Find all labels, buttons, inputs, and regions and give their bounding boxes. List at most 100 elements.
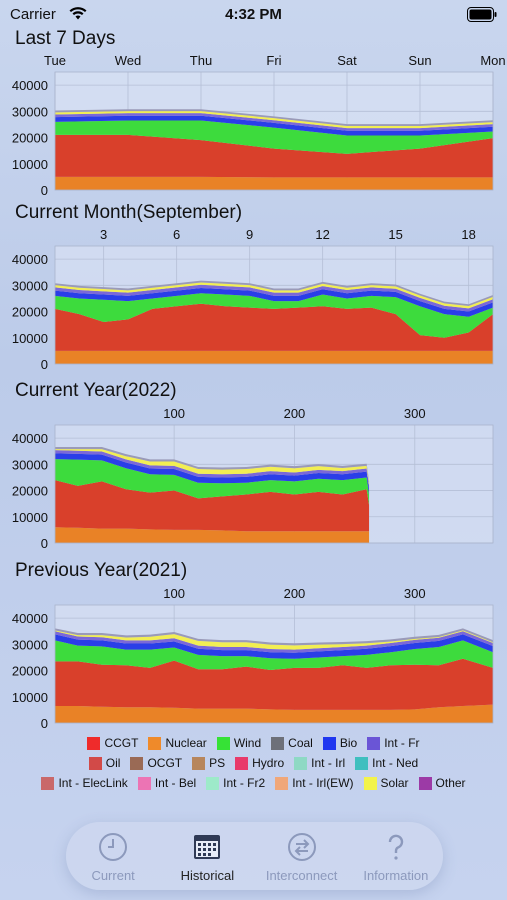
- section-title-previous-year: Previous Year(2021): [15, 560, 188, 581]
- area-series: [55, 113, 493, 131]
- legend-label: PS: [209, 756, 226, 770]
- x-tick-label: Wed: [115, 53, 142, 68]
- y-tick-label: 30000: [12, 637, 48, 652]
- x-tick-label: Tue: [44, 53, 66, 68]
- legend-swatch: [235, 756, 249, 770]
- x-tick-label: 15: [388, 227, 402, 242]
- area-series: [55, 303, 493, 351]
- tab-historical[interactable]: Historical: [163, 826, 251, 886]
- x-tick-label: 18: [461, 227, 475, 242]
- x-tick-label: 6: [173, 227, 180, 242]
- legend-label: Wind: [233, 736, 262, 750]
- legend-swatch: [192, 756, 206, 770]
- legend-item: Int - Ned: [355, 756, 418, 770]
- y-tick-label: 40000: [12, 431, 48, 446]
- legend-item: Int - Irl(EW): [275, 776, 354, 790]
- chart-current-year: 0 10000 20000 30000 40000 100 200 300: [12, 406, 494, 549]
- legend-item: PS: [192, 756, 225, 770]
- legend-swatch: [130, 756, 144, 770]
- legend-item: Bio: [322, 736, 358, 750]
- area-series: [55, 459, 370, 505]
- legend-label: Solar: [380, 776, 409, 790]
- area-series: [55, 704, 493, 723]
- legend-swatch: [148, 736, 162, 750]
- section-title-current-month: Current Month(September): [15, 202, 243, 223]
- area-series: [55, 284, 493, 312]
- area-series: [55, 280, 493, 307]
- legend-item: Wind: [216, 736, 262, 750]
- tab-interconnect[interactable]: Interconnect: [258, 826, 346, 886]
- area-series: [55, 527, 370, 543]
- x-tick-label: 3: [100, 227, 107, 242]
- y-tick-label: 20000: [12, 131, 48, 146]
- legend-swatch: [137, 776, 151, 790]
- y-tick-label: 0: [41, 536, 48, 549]
- x-tick-label: 300: [404, 586, 426, 601]
- legend-label: Int - Irl(EW): [292, 776, 354, 790]
- y-tick-label: 20000: [12, 484, 48, 499]
- legend-item: Int - Irl: [294, 756, 345, 770]
- legend-swatch: [367, 736, 381, 750]
- chart-previous-year: 0 10000 20000 30000 40000 100 200 300: [12, 586, 494, 729]
- x-tick-label: 100: [163, 586, 185, 601]
- legend-label: Oil: [105, 756, 121, 770]
- legend-swatch: [87, 736, 101, 750]
- legend-label: CCGT: [104, 736, 139, 750]
- tab-current[interactable]: Current: [69, 826, 157, 886]
- section-title-last-7-days: Last 7 Days: [15, 28, 116, 49]
- area-series: [55, 293, 493, 338]
- legend-row-3: Int - ElecLink Int - Bel Int - Fr2 Int - Ir…: [0, 776, 507, 790]
- y-tick-label: 40000: [12, 78, 48, 93]
- legend-swatch: [294, 756, 308, 770]
- area-series: [55, 447, 370, 483]
- battery-icon: [467, 7, 497, 22]
- area-series: [55, 134, 493, 178]
- legend-label: Int - Bel: [154, 776, 197, 790]
- y-tick-label: 10000: [12, 690, 48, 705]
- x-tick-label: 300: [404, 406, 426, 421]
- legend-label: Hydro: [252, 756, 285, 770]
- legend-swatch: [322, 736, 336, 750]
- y-tick-label: 30000: [12, 278, 48, 293]
- legend-label: Int - ElecLink: [58, 776, 128, 790]
- x-tick-label: 9: [246, 227, 253, 242]
- x-tick-label: 100: [163, 406, 185, 421]
- legend-item: Int - Fr2: [206, 776, 265, 790]
- legend-item: Nuclear: [148, 736, 207, 750]
- legend-swatch: [355, 756, 369, 770]
- y-tick-label: 10000: [12, 331, 48, 346]
- y-tick-label: 0: [41, 716, 48, 729]
- wifi-icon: [69, 7, 87, 20]
- area-series: [55, 449, 370, 486]
- area-series: [55, 628, 493, 646]
- chart-last-7-days: 0 10000 20000 30000 40000 Tue Wed Thu Fri Sat Sun M…: [12, 53, 506, 196]
- chart-current-month: 0 10000 20000 30000 40000 3 6 9 12 15 18: [12, 227, 494, 370]
- legend-item: Coal: [271, 736, 313, 750]
- legend-label: Int - Ned: [372, 756, 419, 770]
- x-tick-label: Sat: [337, 53, 357, 68]
- clock-icon: [99, 833, 128, 861]
- area-series: [55, 630, 493, 650]
- area-series: [55, 115, 493, 136]
- legend-item: Int - ElecLink: [41, 776, 128, 790]
- area-series: [55, 111, 493, 129]
- y-tick-label: 40000: [12, 611, 48, 626]
- x-tick-label: Fri: [266, 53, 281, 68]
- x-tick-label: Sun: [408, 53, 431, 68]
- legend-label: Bio: [339, 736, 358, 750]
- area-series: [55, 450, 370, 489]
- tab-information[interactable]: Information: [352, 826, 440, 886]
- legend-swatch: [216, 736, 230, 750]
- legend-swatch: [271, 736, 285, 750]
- y-tick-label: 20000: [12, 305, 48, 320]
- area-series: [55, 282, 493, 309]
- legend-row-2: Oil OCGT PS Hydro Int - Irl Int - Ned: [0, 756, 507, 770]
- legend-label: Int - Irl: [311, 756, 346, 770]
- x-tick-label: 12: [315, 227, 329, 242]
- x-tick-label: Mon: [480, 53, 505, 68]
- section-title-current-year: Current Year(2022): [15, 380, 177, 401]
- legend-swatch: [41, 776, 55, 790]
- legend-swatch: [206, 776, 220, 790]
- area-series: [55, 287, 493, 317]
- plot-border: [54, 604, 494, 724]
